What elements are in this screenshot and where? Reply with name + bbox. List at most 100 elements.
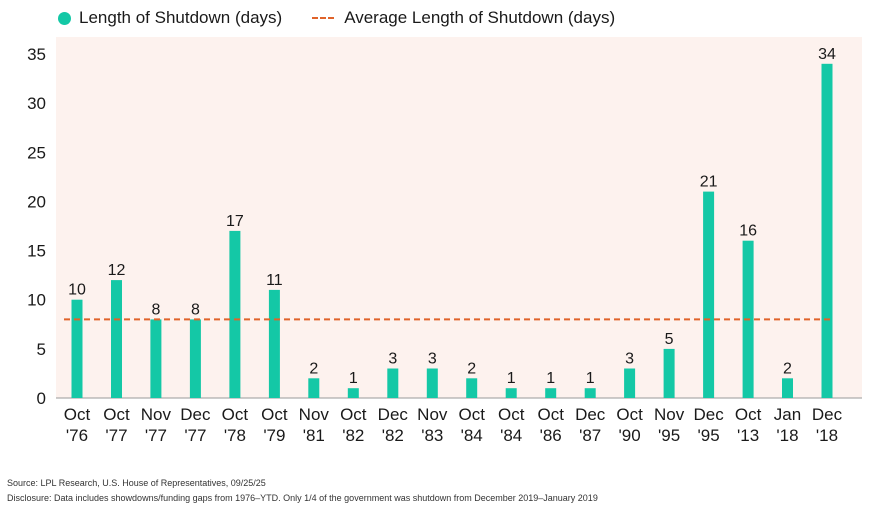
bar-value-label: 8 [151,301,160,318]
bar [782,378,793,398]
bar [71,299,83,398]
x-tick-year: '82 [382,426,404,445]
y-ticks-group: 0 5 10 15 20 25 30 35 [27,45,46,408]
bar-value-label: 3 [388,351,397,368]
bar-value-label: 21 [700,174,718,191]
legend-dash-icon [312,17,335,19]
bar-value-label: 1 [507,370,516,387]
bar-value-label: 17 [226,213,244,230]
bar-value-label: 16 [739,223,757,240]
bar [821,63,833,399]
bar-value-label: 2 [783,360,792,377]
y-tick-label: 0 [37,389,46,408]
y-tick-label: 15 [27,242,46,261]
x-tick-year: '95 [658,426,680,445]
legend-label-length: Length of Shutdown (days) [79,8,283,27]
bar [268,289,280,398]
legend-item-average: Average Length of Shutdown (days) [312,8,615,28]
bar-value-label: 34 [818,46,836,63]
x-tick-month: Oct [458,405,485,424]
x-tick-month: Oct [340,405,367,424]
bar-value-label: 2 [309,360,318,377]
bar [387,368,399,398]
x-tick-year: '13 [737,426,759,445]
x-tick-month: Oct [616,405,643,424]
x-tick-month: Jan [774,405,801,424]
bar [505,388,517,398]
x-tick-month: Dec [378,405,409,424]
bar-value-label: 8 [191,301,200,318]
legend-dot-icon [58,11,71,25]
y-tick-label: 35 [27,45,46,64]
x-tick-year: '77 [184,426,206,445]
x-tick-month: Oct [537,405,564,424]
x-tick-year: '95 [698,426,720,445]
disclosure-note: Disclosure: Data includes showdowns/fund… [7,493,598,503]
y-tick-label: 30 [27,94,46,113]
x-tick-year: '18 [816,426,838,445]
x-tick-month: Dec [812,405,843,424]
legend-label-average: Average Length of Shutdown (days) [344,8,616,27]
bar [308,378,320,398]
x-tick-month: Oct [261,405,288,424]
x-tick-month: Dec [180,405,211,424]
bar-value-label: 5 [665,331,674,348]
bar-value-label: 3 [625,351,634,368]
plot-background [56,37,862,398]
bar [189,319,201,398]
bar [426,368,438,398]
x-ticks-group: Oct '76 Oct '77 Nov '77 Dec '77 Oct '78 Oct '79 Nov '… [64,405,843,445]
x-tick-year: '84 [461,426,483,445]
x-tick-year: '18 [776,426,798,445]
bar [466,378,478,398]
bar [229,230,241,398]
x-tick-year: '81 [303,426,325,445]
x-tick-month: Dec [693,405,724,424]
x-tick-year: '87 [579,426,601,445]
x-tick-month: Nov [141,405,172,424]
x-tick-year: '82 [342,426,364,445]
bar-value-label: 1 [546,370,555,387]
x-tick-month: Oct [735,405,762,424]
x-tick-month: Oct [222,405,249,424]
bar-value-label: 3 [428,351,437,368]
y-tick-label: 10 [27,291,46,310]
bar [150,319,162,398]
bar [545,388,557,398]
bar [111,280,122,398]
y-tick-label: 20 [27,192,46,211]
x-tick-year: '77 [145,426,167,445]
x-tick-month: Nov [299,405,330,424]
x-tick-year: '86 [540,426,562,445]
y-tick-label: 25 [27,143,46,162]
x-tick-year: '90 [619,426,641,445]
x-tick-month: Dec [575,405,606,424]
source-note: Source: LPL Research, U.S. House of Repr… [7,478,266,488]
bar-value-label: 10 [68,282,86,299]
bar-value-label: 12 [108,262,126,279]
x-tick-month: Oct [64,405,91,424]
y-tick-label: 5 [37,340,46,359]
x-tick-year: '77 [105,426,127,445]
x-tick-month: Oct [498,405,525,424]
bar-value-label: 2 [467,360,476,377]
bar [624,368,636,398]
bar [347,388,359,398]
legend: Length of Shutdown (days) Average Length… [58,6,645,30]
x-tick-year: '76 [66,426,88,445]
bar-value-label: 11 [266,272,283,289]
x-tick-month: Nov [417,405,448,424]
x-tick-year: '83 [421,426,443,445]
bar [584,388,596,398]
x-tick-year: '79 [263,426,285,445]
bar-value-label: 1 [349,370,358,387]
bar-value-label: 1 [586,370,595,387]
x-tick-month: Oct [103,405,130,424]
x-tick-year: '78 [224,426,246,445]
bar [663,348,675,398]
x-tick-month: Nov [654,405,685,424]
bar [703,191,715,398]
legend-item-length: Length of Shutdown (days) [58,8,282,28]
